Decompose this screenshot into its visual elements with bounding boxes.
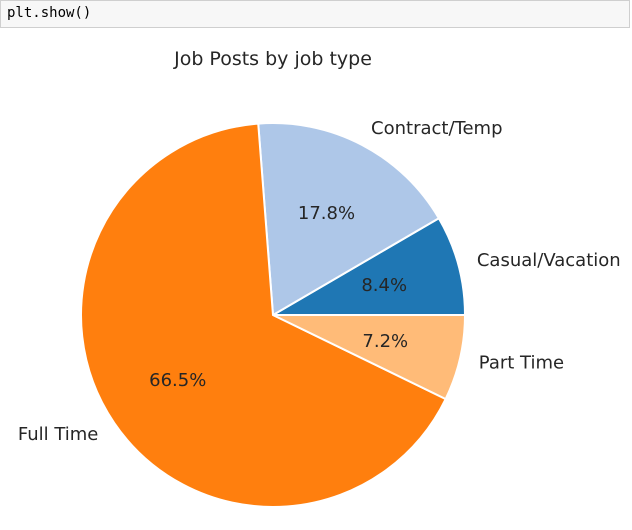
chart-title: Job Posts by job type	[173, 48, 372, 70]
pie-category-label: Casual/Vacation	[477, 250, 621, 271]
pie-category-label: Full Time	[18, 424, 99, 445]
pie-slices	[80, 122, 467, 508]
pie-chart: Job Posts by job type 8.4% Casual/Vacatio…	[18, 48, 621, 508]
pie-pct-label: 8.4%	[361, 275, 407, 296]
pie-pct-label: 66.5%	[149, 370, 206, 391]
pie-slice-full-time	[80, 122, 447, 508]
code-cell-source: plt.show()	[7, 5, 92, 21]
pie-slice-part-time	[272, 314, 467, 401]
pie-slice-contract-temp	[257, 122, 441, 317]
output-area: Job Posts by job type 8.4% Casual/Vacatio…	[0, 28, 632, 525]
pie-slice-casual-vacation	[269, 216, 467, 316]
pie-labels: 8.4% Casual/Vacation 17.8% Contract/Temp 66.…	[18, 118, 621, 445]
pie-pct-label: 17.8%	[298, 203, 355, 224]
code-cell[interactable]: plt.show()	[0, 0, 630, 28]
pie-category-label: Part Time	[479, 352, 564, 373]
pie-pct-label: 7.2%	[362, 331, 408, 352]
pie-category-label: Contract/Temp	[371, 118, 502, 139]
